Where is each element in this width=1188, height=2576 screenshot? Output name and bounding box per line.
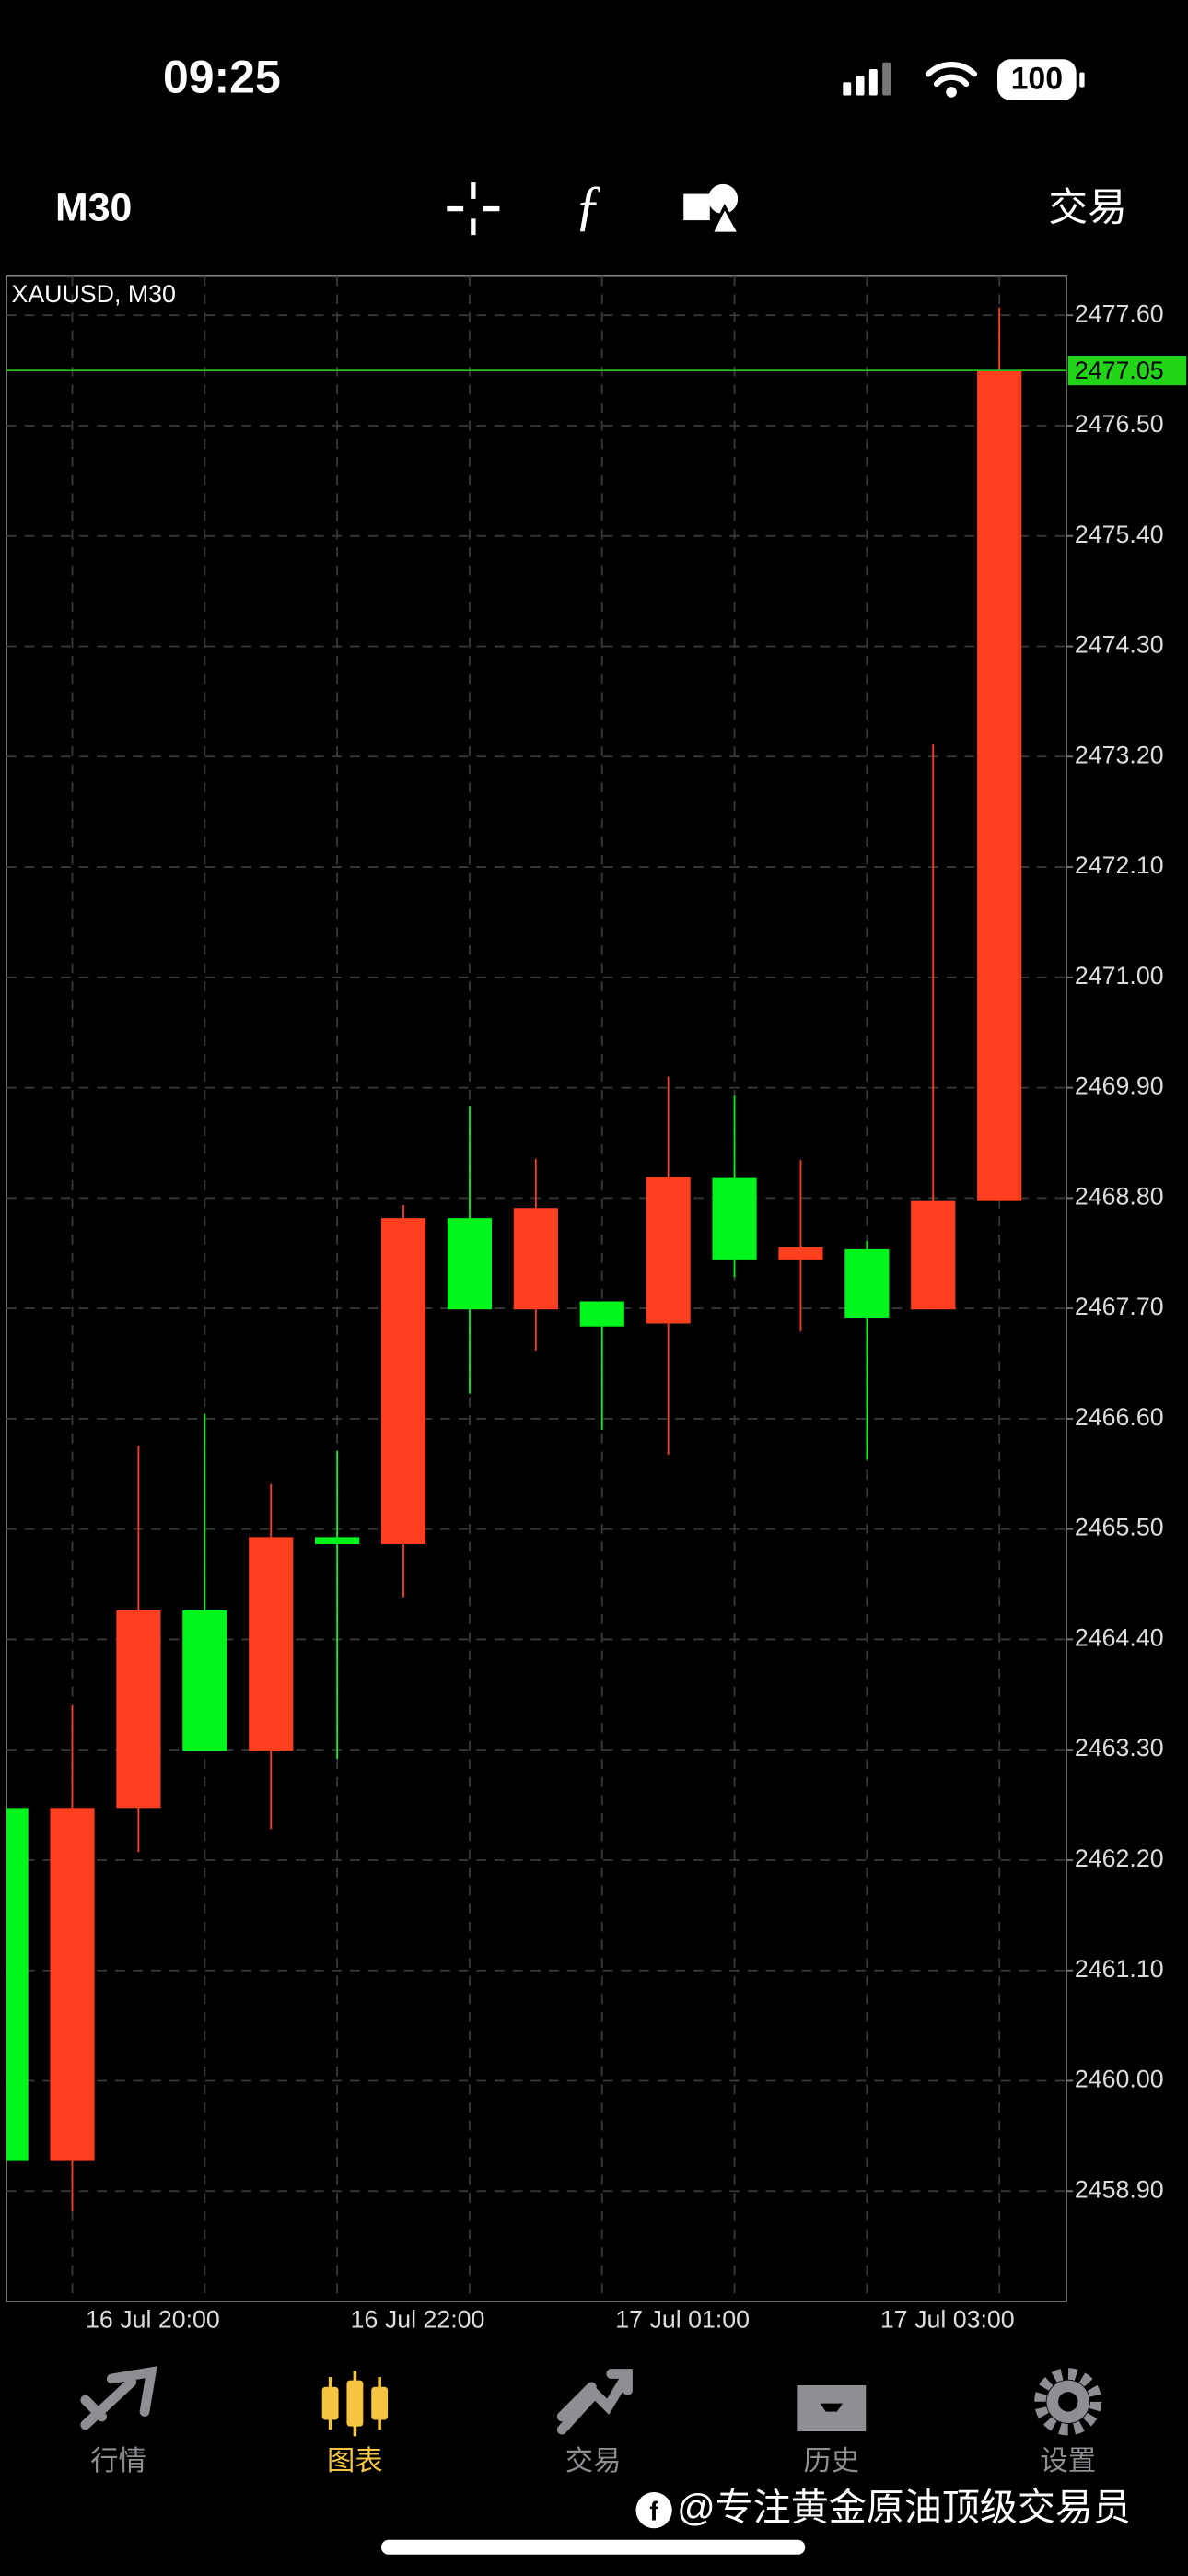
nav-tab[interactable]: 设置 [1034, 2368, 1102, 2476]
y-tick-label: 2468.80 [1075, 1182, 1164, 1210]
nav-label: 交易 [565, 2445, 622, 2476]
timeframe-button[interactable]: M30 [55, 186, 132, 230]
y-tick-label: 2463.30 [1075, 1734, 1164, 1762]
y-tick-label: 2471.00 [1075, 962, 1164, 989]
nav-label: 设置 [1040, 2446, 1096, 2476]
candle-body [6, 1808, 29, 2161]
x-tick-label: 17 Jul 03:00 [880, 2305, 1015, 2333]
y-tick-label: 2474.30 [1075, 631, 1164, 659]
candle-body [579, 1301, 624, 1327]
y-tick-label: 2464.40 [1075, 1623, 1164, 1651]
y-tick-label: 2462.20 [1075, 1844, 1164, 1872]
nav-icon [80, 2366, 157, 2430]
y-tick-label: 2465.50 [1075, 1514, 1164, 1541]
chart-title: XAUUSD, M30 [11, 280, 175, 308]
y-tick-label: 2461.10 [1075, 1955, 1164, 1983]
nav-icon [797, 2385, 867, 2431]
nav-icon [1058, 2392, 1078, 2412]
battery-icon [997, 59, 1077, 100]
candle-body [844, 1248, 890, 1319]
nav-icon [371, 2386, 389, 2420]
nav-tab[interactable]: 历史 [797, 2385, 867, 2476]
y-tick-label: 2460.00 [1075, 2066, 1164, 2093]
y-tick-label: 2476.50 [1075, 410, 1164, 438]
candle-body [447, 1218, 493, 1310]
candle-body [116, 1610, 161, 1809]
battery-level: 100 [1011, 61, 1064, 96]
candle-body [911, 1200, 956, 1310]
candle-body [182, 1610, 227, 1751]
nav-tab[interactable]: 行情 [80, 2366, 157, 2476]
nav-tab[interactable]: 交易 [556, 2369, 633, 2476]
y-tick-label: 2467.70 [1075, 1293, 1164, 1320]
nav-icon [1034, 2368, 1102, 2436]
indicators-button[interactable]: ƒ [575, 174, 602, 236]
candle-body [513, 1208, 558, 1310]
candle-body [380, 1218, 426, 1544]
crosshair-button[interactable] [447, 182, 500, 236]
nav-label: 历史 [803, 2445, 859, 2476]
y-tick-label: 2477.60 [1075, 299, 1164, 327]
watermark-logo [635, 2492, 672, 2529]
x-tick-label: 17 Jul 01:00 [615, 2305, 750, 2333]
candle-body [778, 1247, 823, 1260]
x-tick-label: 16 Jul 20:00 [86, 2305, 220, 2333]
trade-button[interactable]: 交易 [1048, 186, 1127, 230]
x-tick-label: 16 Jul 22:00 [351, 2305, 485, 2333]
objects-button[interactable] [683, 183, 742, 236]
nav-label: 行情 [90, 2445, 146, 2476]
y-tick-label: 2466.60 [1075, 1403, 1164, 1431]
nav-tab[interactable]: 图表 [321, 2370, 389, 2476]
plot-frame [6, 275, 1067, 2302]
candle-body [249, 1537, 294, 1751]
y-tick-label: 2458.90 [1075, 2175, 1164, 2203]
candle-body [315, 1537, 360, 1544]
candle-body [646, 1177, 691, 1324]
nav-icon [556, 2369, 633, 2435]
battery-tip [1079, 72, 1085, 88]
current-price-label: 2477.05 [1075, 357, 1164, 384]
nav-icon [321, 2386, 339, 2420]
candle-body [712, 1177, 757, 1260]
signal-icon [843, 62, 891, 96]
y-tick-label: 2475.40 [1075, 521, 1164, 548]
y-tick-label: 2469.90 [1075, 1072, 1164, 1100]
home-indicator [380, 2539, 806, 2555]
watermark-logo-letter: f [649, 2498, 658, 2527]
status-time: 09:25 [163, 52, 281, 103]
current-price-box [1067, 356, 1187, 386]
candle-body [50, 1808, 95, 2161]
y-tick-label: 2472.10 [1075, 851, 1164, 879]
candle-body [977, 370, 1022, 1201]
wifi-icon [925, 61, 978, 98]
y-tick-label: 2473.20 [1075, 741, 1164, 768]
nav-label: 图表 [327, 2445, 383, 2476]
nav-icon [346, 2380, 364, 2427]
watermark: @专注黄金原油顶级交易员 [677, 2486, 1131, 2528]
